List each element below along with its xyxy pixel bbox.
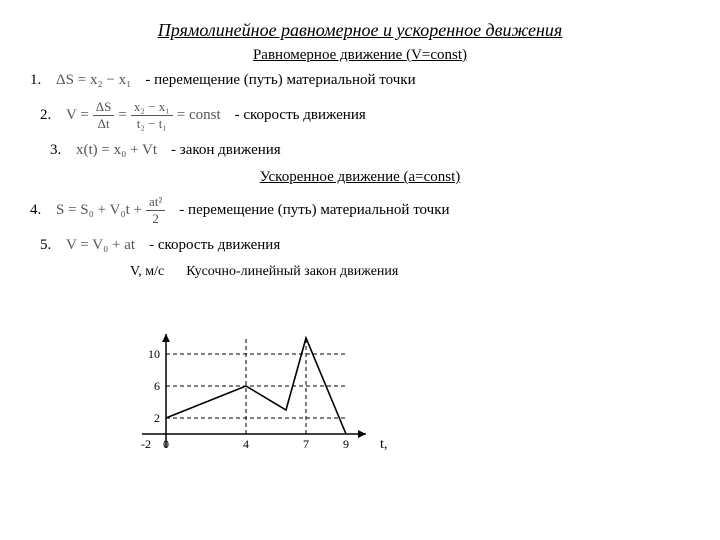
svg-text:9: 9: [343, 437, 349, 451]
velocity-chart: 10 6 2-2 0 4 7 9 t, с: [130, 330, 390, 460]
desc-5: - скорость движения: [149, 237, 280, 254]
desc-3: - закон движения: [171, 142, 281, 159]
item-4: 4. S = S₀ + V₀t + at²2 - перемещение (пу…: [30, 194, 690, 227]
svg-text:4: 4: [243, 437, 249, 451]
formula-5: V = V₀ + at: [66, 237, 135, 254]
chart-caption: Кусочно-линейный закон движения: [186, 264, 398, 280]
chart-container: V, м/с Кусочно-линейный закон движения 1…: [130, 264, 690, 460]
formula-2: V = ΔSΔt = x₂ − x₁t₂ − t₁ = const: [66, 99, 221, 132]
y-axis-label: V, м/с: [130, 264, 164, 280]
svg-text:t, с: t, с: [380, 437, 390, 452]
item-2: 2. V = ΔSΔt = x₂ − x₁t₂ − t₁ = const - с…: [40, 99, 690, 132]
desc-1: - перемещение (путь) материальной точки: [145, 72, 415, 89]
desc-4: - перемещение (путь) материальной точки: [179, 202, 449, 219]
svg-text:-2: -2: [141, 437, 151, 451]
svg-text:7: 7: [303, 437, 309, 451]
main-title: Прямолинейное равномерное и ускоренное д…: [30, 20, 690, 41]
num-3: 3.: [50, 142, 76, 159]
svg-text:0: 0: [163, 437, 169, 451]
num-2: 2.: [40, 107, 66, 124]
section-accel: Ускоренное движение (a=const): [30, 169, 690, 186]
item-1: 1. ΔS = x₂ − x₁ - перемещение (путь) мат…: [30, 72, 690, 89]
num-1: 1.: [30, 72, 56, 89]
formula-4: S = S₀ + V₀t + at²2: [56, 194, 165, 227]
svg-text:2: 2: [154, 411, 160, 425]
svg-text:10: 10: [148, 347, 160, 361]
svg-text:6: 6: [154, 379, 160, 393]
formula-1: ΔS = x₂ − x₁: [56, 72, 131, 89]
desc-2: - скорость движения: [235, 107, 366, 124]
formula-3: x(t) = x₀ + Vt: [76, 142, 157, 159]
item-3: 3. x(t) = x₀ + Vt - закон движения: [50, 142, 690, 159]
item-5: 5. V = V₀ + at - скорость движения: [40, 237, 690, 254]
section-uniform: Равномерное движение (V=const): [30, 47, 690, 64]
num-5: 5.: [40, 237, 66, 254]
num-4: 4.: [30, 202, 56, 219]
